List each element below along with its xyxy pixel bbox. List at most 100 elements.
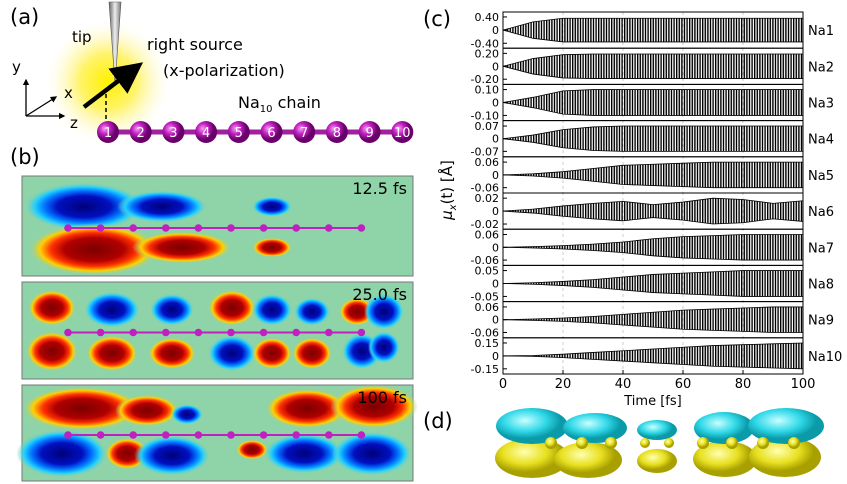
chain-atom [129, 431, 137, 439]
series-label: Na5 [808, 169, 834, 184]
chain-atom [260, 329, 268, 337]
atom-label: 4 [202, 126, 210, 141]
oscillation-fill [503, 18, 803, 42]
chain-atom [325, 329, 333, 337]
chain-atom [260, 431, 268, 439]
y-tick-label: 0 [492, 169, 499, 182]
atom-label: 6 [267, 126, 275, 141]
chain-atom [260, 224, 268, 232]
atom-label: 8 [333, 126, 341, 141]
density-lobe [148, 337, 196, 369]
ylabel-rest: (t) [Å] [437, 160, 456, 204]
chain-subscript: 10 [260, 104, 273, 115]
chain-atom [162, 329, 170, 337]
x-tick-label: 60 [675, 377, 692, 392]
density-lobe [252, 197, 292, 217]
density-lobe [115, 394, 179, 426]
density-lobe [236, 440, 268, 460]
axis-label: x [64, 84, 73, 102]
chain-atom [325, 431, 333, 439]
series-label: Na8 [808, 278, 834, 293]
chain-atom [129, 329, 137, 337]
y-tick-label: 0 [492, 205, 499, 218]
y-tick-label: -0.15 [471, 363, 499, 376]
chain-atom [162, 431, 170, 439]
polarization-label: (x-polarization) [163, 61, 285, 80]
x-tick-label: 0 [499, 377, 507, 392]
y-tick-label: 0 [492, 24, 499, 37]
chain-atom [358, 329, 366, 337]
density-lobe [26, 331, 78, 371]
panel-label: (c) [423, 7, 451, 31]
chain-atom [195, 224, 203, 232]
oscillation-fill [503, 198, 803, 224]
atom-label: 5 [235, 126, 243, 141]
atom-label: 7 [300, 126, 308, 141]
chain-atom [162, 224, 170, 232]
chain-atom [325, 224, 333, 232]
chain-atom [227, 329, 235, 337]
oscillation-fill [503, 90, 803, 116]
oscillation-fill [503, 343, 803, 369]
dipole-chart: 0.400-0.40Na10.200-0.20Na20.100-0.10Na30… [471, 11, 843, 392]
density-lobe [117, 191, 207, 223]
ylabel-symbol: μ [438, 210, 456, 221]
panel-label: (b) [10, 145, 40, 169]
y-tick-label: 0 [492, 278, 499, 291]
chain-atom [292, 329, 300, 337]
y-tick-label: 0 [492, 350, 499, 363]
panel-label: (a) [10, 5, 39, 29]
y-tick-label: 0.06 [475, 301, 500, 314]
y-axis-label: μx(t) [Å] [437, 160, 459, 221]
density-lobe [150, 294, 194, 326]
series-label: Na6 [808, 205, 834, 220]
x-tick-label: 40 [615, 377, 632, 392]
chain-atom [97, 431, 105, 439]
y-tick-label: 0.02 [475, 192, 500, 205]
chain-suffix: chain [273, 93, 321, 112]
density-lobe [332, 432, 412, 476]
oscillation-fill [503, 162, 803, 188]
density-lobe [134, 436, 210, 476]
density-lobe [16, 430, 108, 478]
series-label: Na1 [808, 24, 834, 39]
x-tick-label: 20 [555, 377, 572, 392]
y-tick-label: 0 [492, 97, 499, 110]
series-label: Na2 [808, 60, 834, 75]
density-lobe [171, 404, 203, 424]
y-tick-label: 0.15 [475, 337, 500, 350]
panel-label: (d) [423, 409, 453, 433]
chain-atom [129, 224, 137, 232]
x-tick-label: 100 [791, 377, 816, 392]
chain-atom [64, 224, 72, 232]
y-tick-label: 0 [492, 314, 499, 327]
series-label: Na4 [808, 133, 834, 148]
source-label: right source [147, 35, 243, 54]
density-lobe [84, 292, 140, 328]
chain-atom [292, 431, 300, 439]
density-lobe [252, 337, 292, 369]
chain-atom [358, 224, 366, 232]
atom-label: 1 [104, 126, 112, 141]
oscillation-fill [503, 307, 803, 333]
chain-atom [195, 431, 203, 439]
density-lobe [292, 337, 332, 369]
chain-atom [195, 329, 203, 337]
chain-atom [64, 329, 72, 337]
y-tick-label: 0 [492, 60, 499, 73]
figure: (a) tip right source (x-polarization) y … [0, 0, 847, 484]
chain-atom [97, 224, 105, 232]
series-label: Na3 [808, 97, 834, 112]
oscillation-fill [503, 126, 803, 151]
oscillation-fill [503, 235, 803, 261]
axis-label: y [12, 58, 21, 76]
density-lobe [208, 290, 256, 326]
isosurfaces [495, 408, 824, 478]
density-lobe [294, 298, 330, 326]
chain-atom [64, 431, 72, 439]
chain-atom [358, 431, 366, 439]
y-tick-label: 0.40 [475, 11, 500, 24]
series-label: Na10 [808, 350, 842, 365]
y-tick-label: 0.06 [475, 229, 500, 242]
